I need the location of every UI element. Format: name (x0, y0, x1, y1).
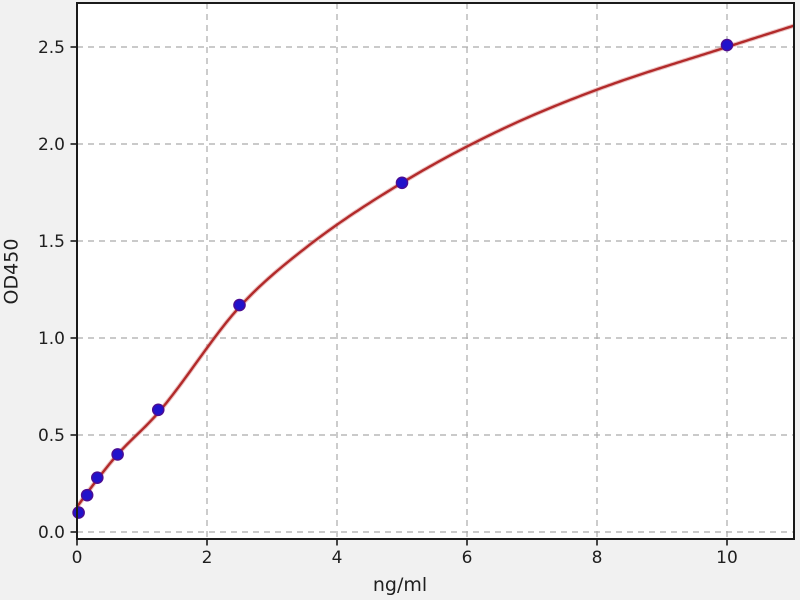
fit-curve-line (76, 24, 795, 508)
data-point-marker (395, 176, 409, 190)
plot-area (77, 3, 794, 539)
x-tick-label: 0 (72, 548, 83, 568)
data-point-marker (72, 506, 85, 519)
y-tick-label: 1.5 (38, 232, 65, 252)
data-point-marker (151, 403, 165, 417)
y-tick-label: 2.5 (38, 38, 65, 58)
data-point-marker (720, 38, 734, 52)
x-tick-label: 10 (716, 548, 738, 568)
y-tick-label: 1.0 (38, 329, 65, 349)
axes-spines (76, 2, 795, 540)
x-tick-label: 4 (332, 548, 343, 568)
data-point-marker (80, 488, 94, 502)
x-axis-label: ng/ml (372, 574, 428, 596)
data-point-marker (111, 448, 124, 461)
y-tick-label: 0.5 (38, 426, 65, 446)
x-tick-label: 6 (462, 548, 473, 568)
data-point-marker (91, 471, 104, 484)
data-point-marker (233, 298, 246, 312)
y-axis-label: OD450 (0, 238, 23, 305)
x-tick-label: 8 (592, 548, 603, 568)
y-tick-label: 0.0 (38, 523, 65, 543)
x-tick-label: 2 (202, 548, 213, 568)
y-tick-label: 2.0 (38, 135, 65, 155)
